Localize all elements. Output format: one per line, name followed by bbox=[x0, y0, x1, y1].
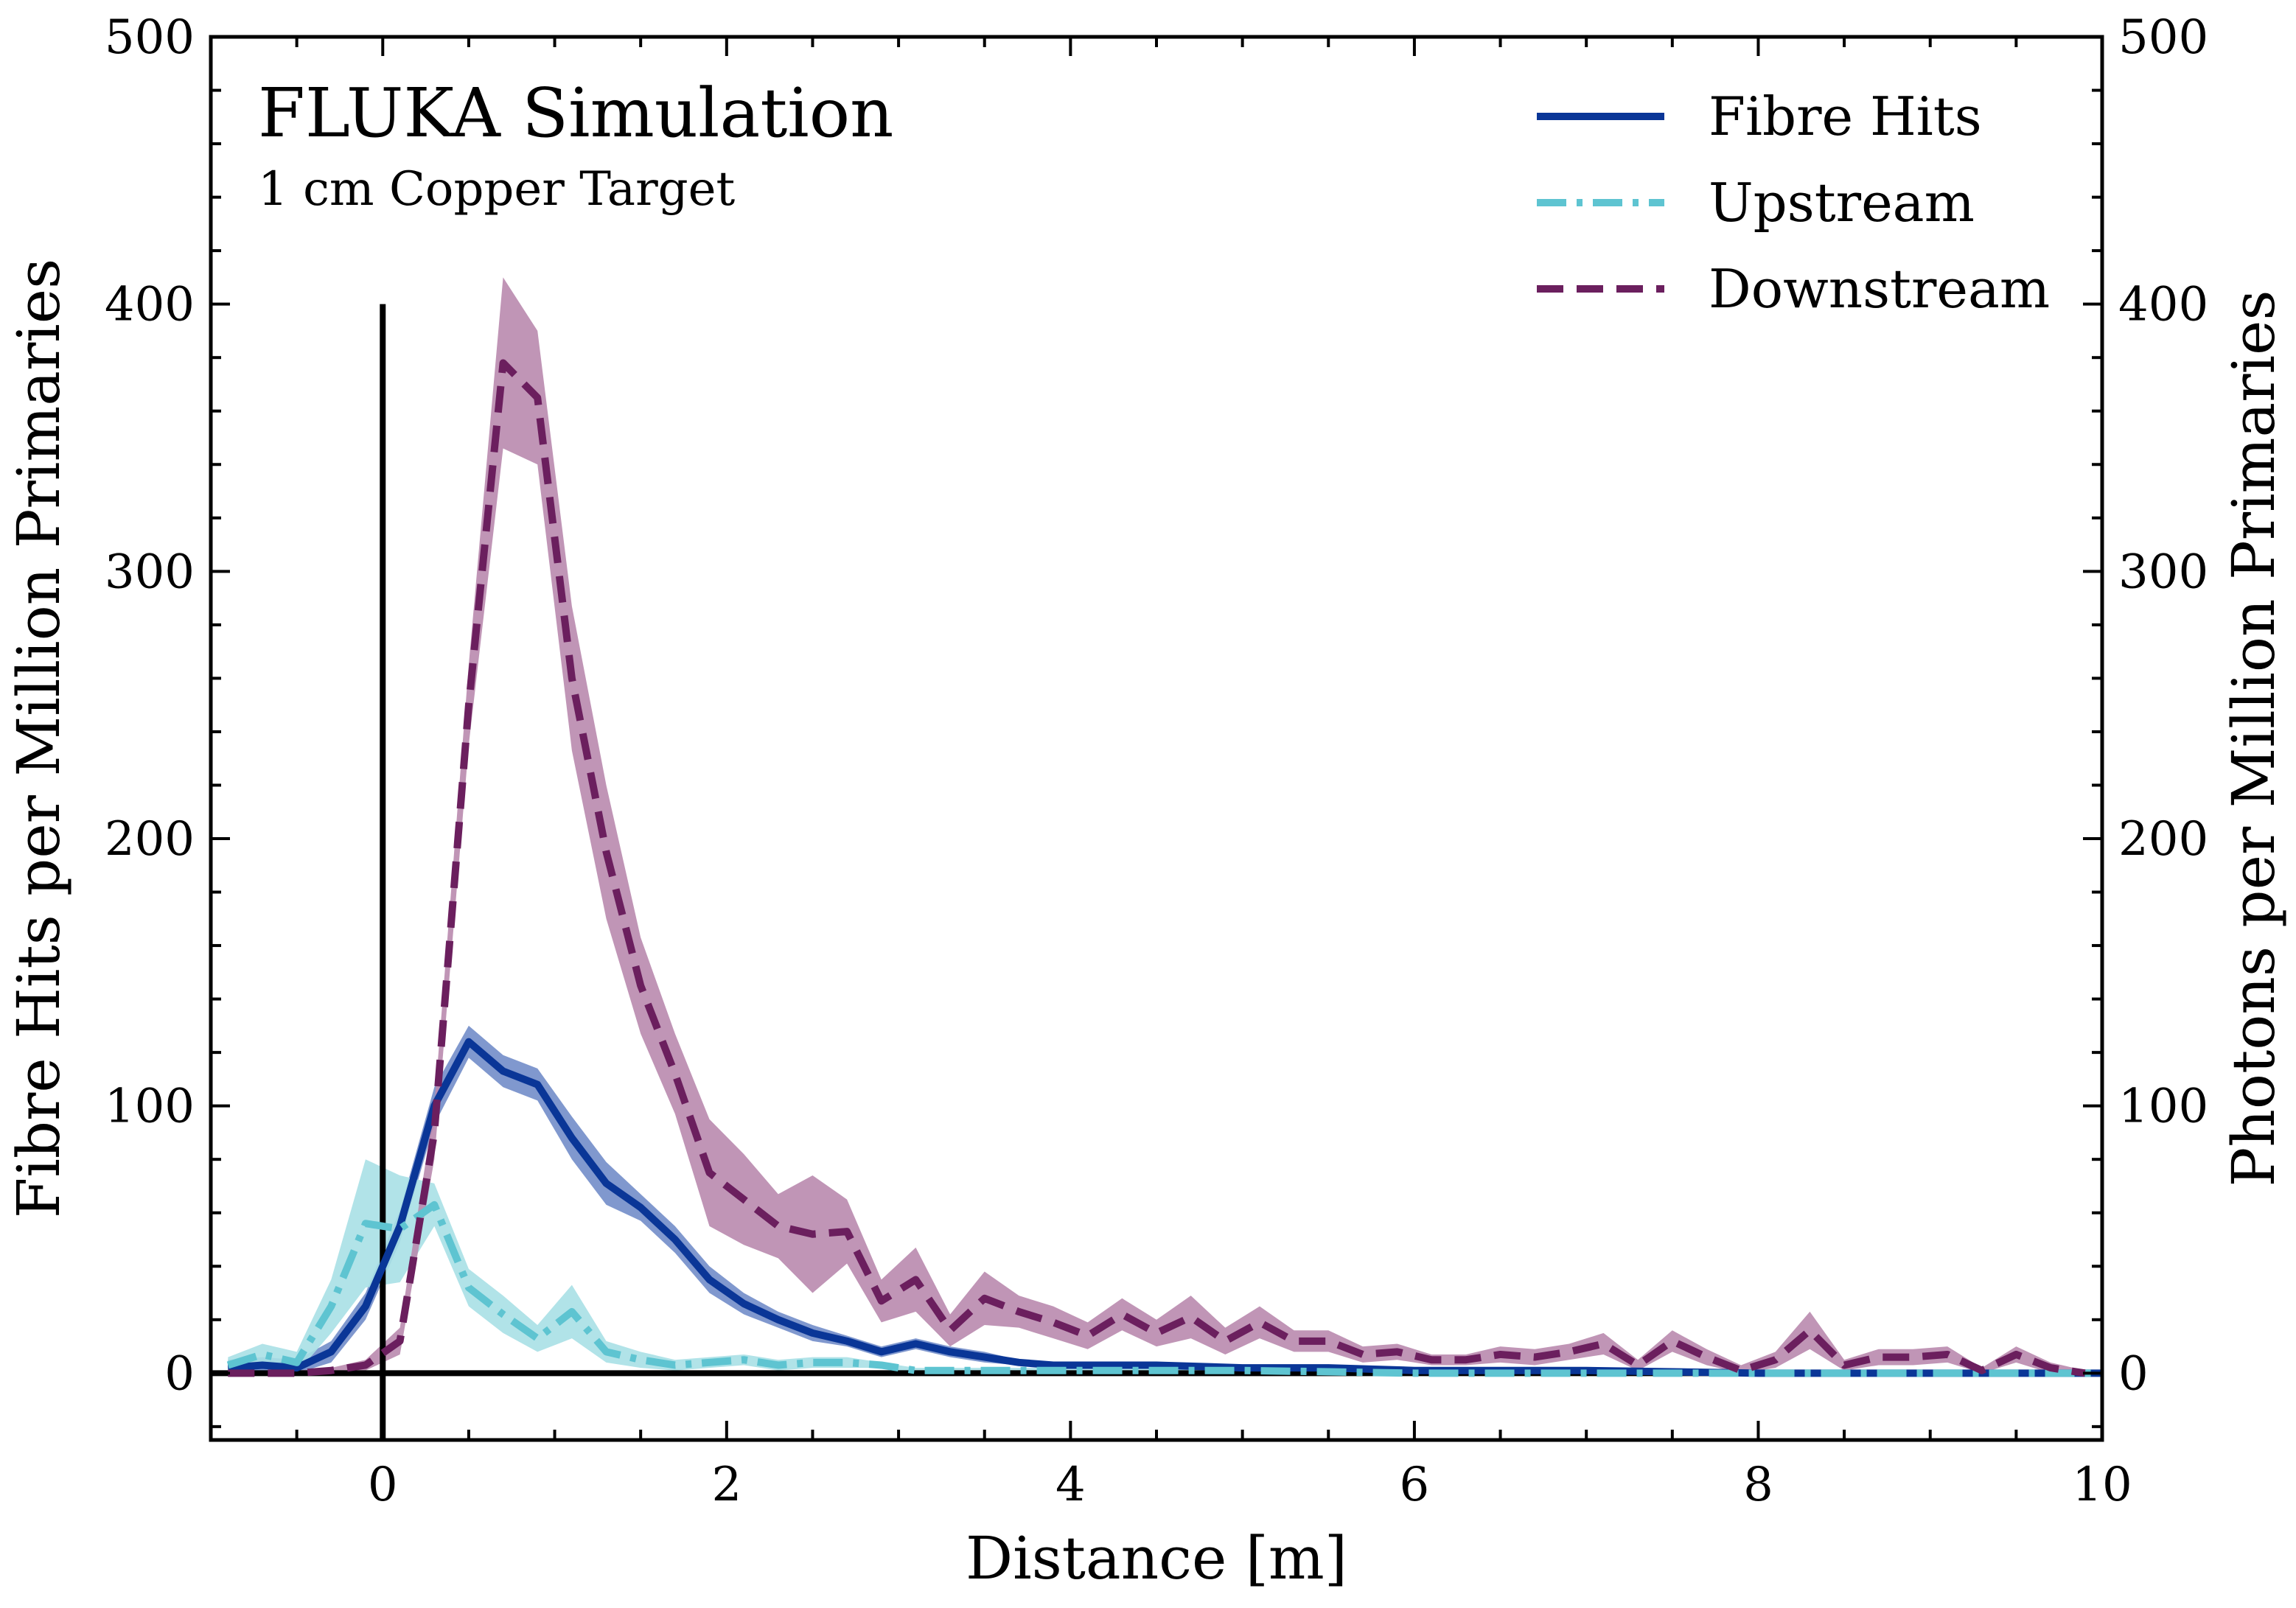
x-tick-label: 10 bbox=[2072, 1458, 2132, 1512]
band-downstream bbox=[228, 277, 2085, 1374]
y-axis-title-right: Photons per Million Primaries bbox=[2219, 290, 2288, 1187]
series-lines bbox=[226, 359, 2102, 1377]
band-fibre-hits bbox=[228, 1025, 2102, 1374]
x-tick-label: 0 bbox=[368, 1458, 398, 1512]
y-tick-label-left: 500 bbox=[105, 10, 195, 65]
legend-label-fibre-hits: Fibre Hits bbox=[1709, 85, 1982, 147]
y-tick-label-right: 200 bbox=[2118, 812, 2208, 867]
x-tick-label: 8 bbox=[1743, 1458, 1773, 1512]
y-tick-label-left: 300 bbox=[105, 545, 195, 599]
y-tick-label-right: 300 bbox=[2118, 545, 2208, 599]
y-tick-label-right: 500 bbox=[2118, 10, 2208, 65]
y-tick-label-right: 100 bbox=[2118, 1080, 2208, 1134]
y-axis-title-left: Fibre Hits per Million Primaries bbox=[4, 259, 73, 1218]
series-line-upstream bbox=[226, 1200, 2102, 1377]
x-tick-label: 4 bbox=[1055, 1458, 1086, 1512]
y-tick-label-right: 400 bbox=[2118, 278, 2208, 332]
y-tick-label-left: 0 bbox=[164, 1346, 195, 1401]
x-tick-label: 2 bbox=[711, 1458, 742, 1512]
y-tick-label-right: 0 bbox=[2118, 1346, 2149, 1401]
y-tick-label-left: 400 bbox=[105, 278, 195, 332]
x-tick-label: 6 bbox=[1400, 1458, 1430, 1512]
y-tick-label-left: 200 bbox=[105, 812, 195, 867]
plot-frame bbox=[209, 35, 2104, 1442]
annotation-title: FLUKA Simulation bbox=[258, 74, 893, 153]
series-line-downstream bbox=[228, 359, 2086, 1377]
legend: Fibre Hits Upstream Downstream bbox=[1537, 85, 2050, 320]
x-axis-title: Distance [m] bbox=[966, 1524, 1347, 1593]
uncertainty-bands bbox=[228, 277, 2102, 1374]
legend-label-upstream: Upstream bbox=[1709, 172, 1975, 234]
y-tick-label-left: 100 bbox=[105, 1080, 195, 1134]
axes bbox=[209, 35, 2104, 1442]
annotation-subtitle: 1 cm Copper Target bbox=[258, 162, 736, 217]
legend-label-downstream: Downstream bbox=[1709, 258, 2050, 320]
